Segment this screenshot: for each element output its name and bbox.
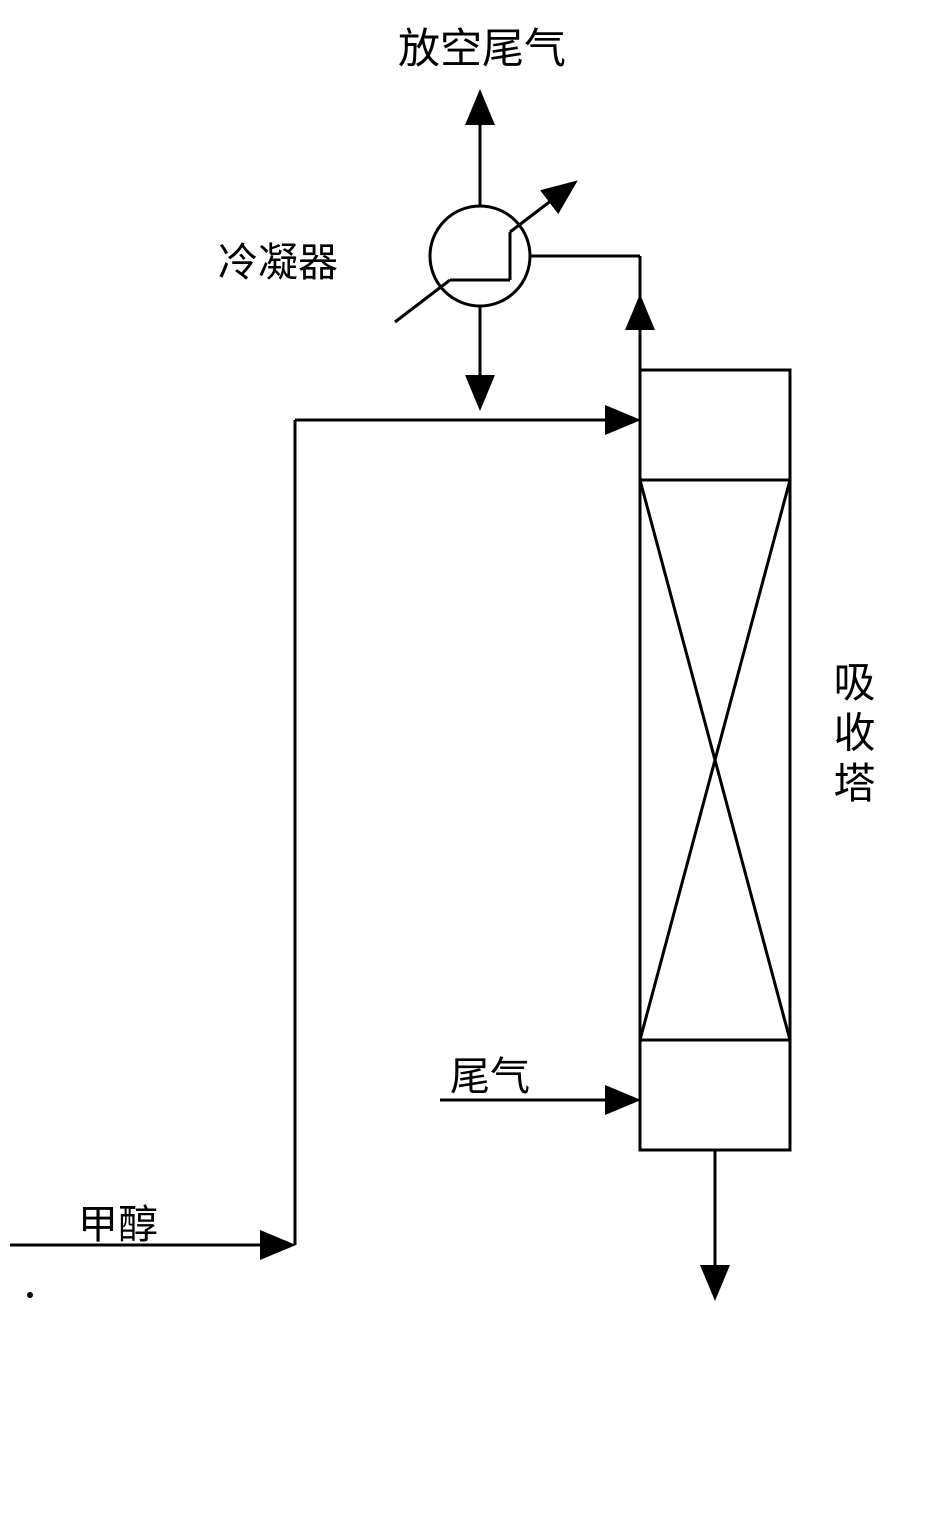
process-diagram — [0, 0, 932, 1526]
condenser-icon — [430, 206, 530, 306]
